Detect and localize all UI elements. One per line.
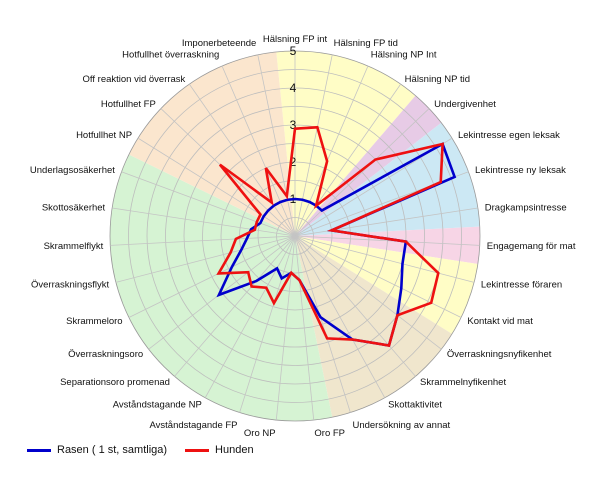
spoke <box>112 207 296 237</box>
tick-label-2: 2 <box>290 155 297 169</box>
spoke <box>115 235 296 283</box>
category-label-13: Skottaktivitet <box>388 399 442 410</box>
category-label-23: Skrammelflykt <box>44 241 104 252</box>
category-label-25: Underlagsosäkerhet <box>30 165 115 176</box>
spoke <box>137 137 296 237</box>
category-label-4: Undergivenhet <box>434 99 496 110</box>
spoke <box>294 54 333 237</box>
spoke <box>294 235 480 246</box>
spoke <box>294 83 402 237</box>
category-label-12: Skrammelnyfikenhet <box>420 377 506 388</box>
category-label-0: Hälsning FP int <box>263 34 328 45</box>
category-label-18: Avståndstagande NP <box>113 399 202 410</box>
category-label-11: Överraskningsnyfikenhet <box>447 349 552 360</box>
legend: Rasen ( 1 st, samtliga) Hunden <box>27 444 272 456</box>
spoke <box>121 171 296 237</box>
category-label-3: Hälsning NP tid <box>405 74 470 85</box>
category-label-14: Undersökning av annat <box>352 420 450 431</box>
category-label-30: Imponerbeteende <box>182 38 256 49</box>
spoke <box>174 235 296 377</box>
spoke <box>128 235 296 318</box>
category-label-8: Engagemang för mat <box>487 241 576 252</box>
category-label-28: Off reaktion vid överrask <box>83 74 186 85</box>
category-label-29: Hotfullhet överraskning <box>122 50 219 61</box>
legend-label-series-2: Hunden <box>215 444 254 456</box>
category-label-7: Dragkampsintresse <box>485 202 567 213</box>
sector-2 <box>295 122 480 236</box>
tick-label-4: 4 <box>290 81 297 95</box>
category-label-24: Skottosäkerhet <box>42 202 106 213</box>
category-label-21: Skrammeloro <box>66 316 123 327</box>
tick-label-3: 3 <box>290 118 297 132</box>
category-label-26: Hotfullhet NP <box>76 130 132 141</box>
legend-swatch-series-2 <box>185 448 210 452</box>
category-label-1: Hälsning FP tid <box>334 38 398 49</box>
spoke <box>188 83 296 237</box>
category-label-20: Överraskningsoro <box>68 349 143 360</box>
spoke <box>275 235 296 421</box>
spoke <box>294 235 386 398</box>
spoke <box>294 235 351 413</box>
spoke <box>257 54 296 237</box>
legend-item-series-1: Rasen ( 1 st, samtliga) <box>27 444 167 456</box>
sector-3 <box>295 226 480 265</box>
category-label-2: Hälsning NP Int <box>371 50 437 61</box>
sector-4 <box>295 236 478 334</box>
category-label-15: Oro FP <box>314 428 345 439</box>
category-label-22: Överraskningsflykt <box>31 280 109 291</box>
spoke <box>294 235 475 283</box>
category-label-16: Oro NP <box>244 428 276 439</box>
category-label-17: Avståndstagande FP <box>149 420 237 431</box>
spoke <box>294 235 442 350</box>
legend-item-series-2: Hunden <box>185 444 254 456</box>
category-label-10: Kontakt vid mat <box>467 316 533 327</box>
spoke <box>110 235 296 246</box>
spoke <box>294 108 430 237</box>
category-label-19: Separationsoro promenad <box>60 377 170 388</box>
sector-0 <box>276 51 416 237</box>
spoke <box>204 235 296 398</box>
spoke <box>221 65 296 237</box>
legend-label-series-1: Rasen ( 1 st, samtliga) <box>57 444 168 456</box>
tick-label-5: 5 <box>290 44 297 58</box>
series-line-2 <box>216 125 444 347</box>
spoke <box>294 235 416 377</box>
spoke <box>160 108 296 237</box>
spoke <box>294 235 462 318</box>
spoke <box>294 207 478 237</box>
legend-swatch-series-1 <box>27 448 51 452</box>
category-label-6: Lekintresse ny leksak <box>475 165 566 176</box>
category-label-9: Lekintresse föraren <box>481 280 562 291</box>
category-label-27: Hotfullhet FP <box>101 99 156 110</box>
spoke <box>294 235 315 421</box>
category-label-5: Lekintresse egen leksak <box>458 130 560 141</box>
spoke <box>294 65 369 237</box>
spoke <box>239 235 296 413</box>
